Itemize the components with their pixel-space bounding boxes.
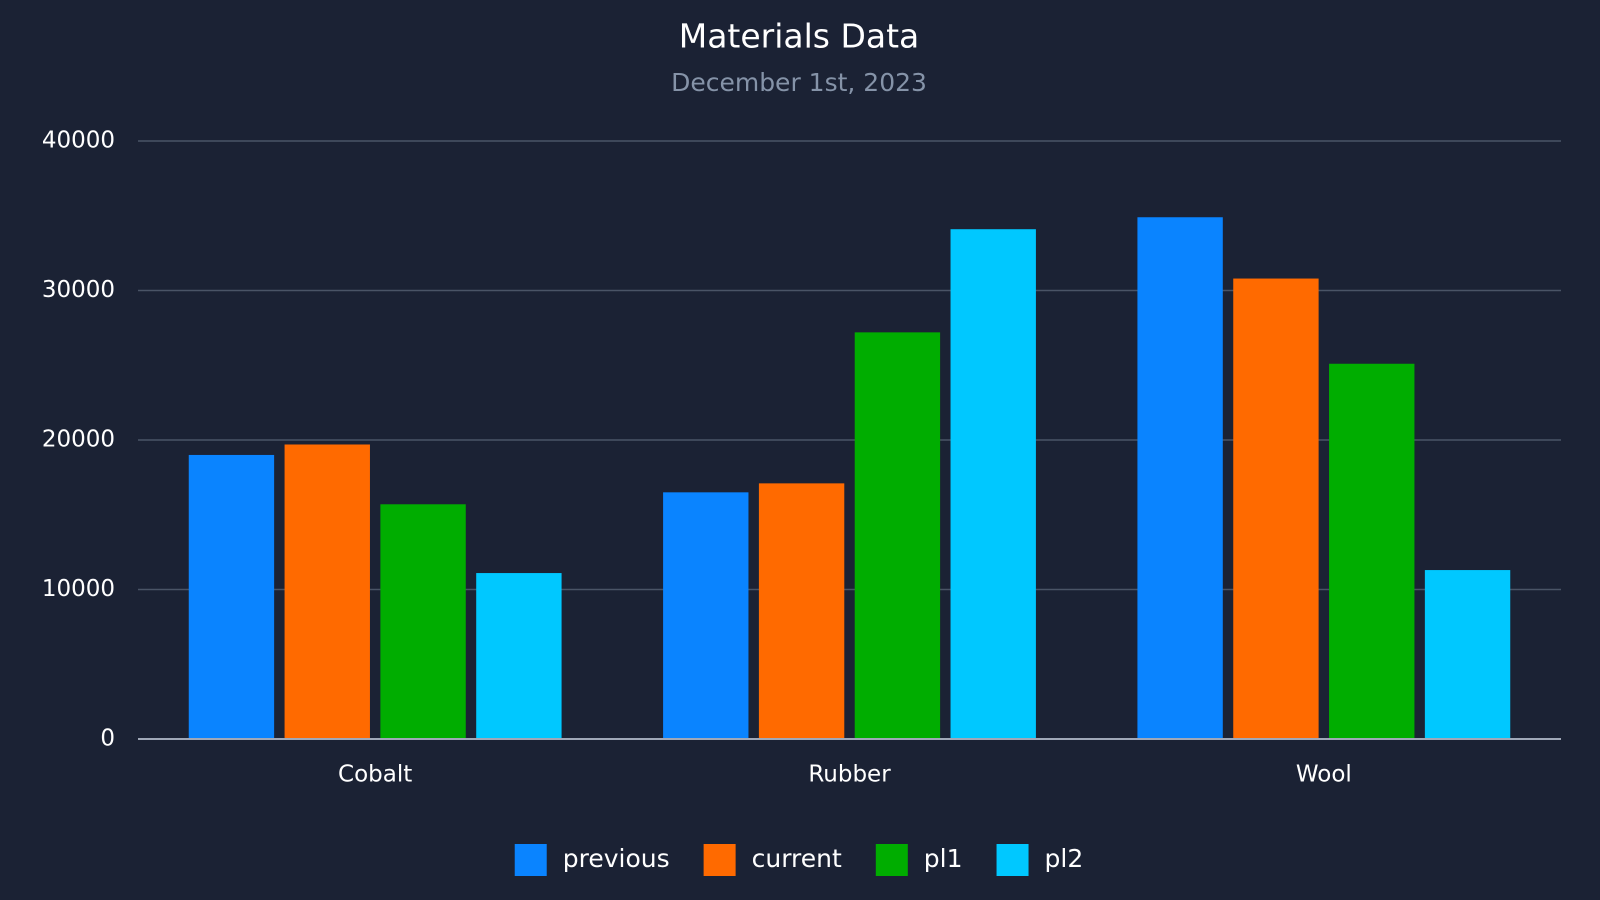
bar [284, 444, 370, 739]
bar [476, 573, 562, 739]
bar [663, 492, 749, 739]
legend-swatch [875, 844, 908, 876]
legend-label: pl1 [924, 844, 963, 873]
bar [758, 483, 845, 739]
x-tick-label: Rubber [808, 762, 891, 788]
legend-swatch [514, 844, 547, 876]
legend-label: pl2 [1045, 844, 1084, 873]
bar [188, 454, 275, 739]
chart-subtitle: December 1st, 2023 [671, 68, 927, 97]
y-tick-label: 20000 [42, 427, 115, 453]
y-tick-label: 0 [100, 726, 115, 752]
legend-label: current [752, 844, 842, 873]
bar [854, 332, 941, 739]
bar [1233, 278, 1319, 739]
bar [1137, 217, 1223, 739]
x-tick-label: Wool [1296, 762, 1352, 788]
chart-title: Materials Data [679, 17, 920, 56]
y-tick-label: 30000 [42, 277, 115, 303]
bar [1329, 363, 1415, 739]
y-tick-label: 40000 [42, 128, 115, 154]
x-tick-label: Cobalt [338, 762, 412, 788]
legend-label: previous [563, 844, 670, 873]
y-tick-label: 10000 [42, 576, 115, 602]
bar [1424, 570, 1511, 739]
legend-swatch [703, 844, 736, 876]
bar [950, 229, 1036, 739]
legend-swatch [996, 844, 1029, 876]
bar [380, 504, 466, 739]
